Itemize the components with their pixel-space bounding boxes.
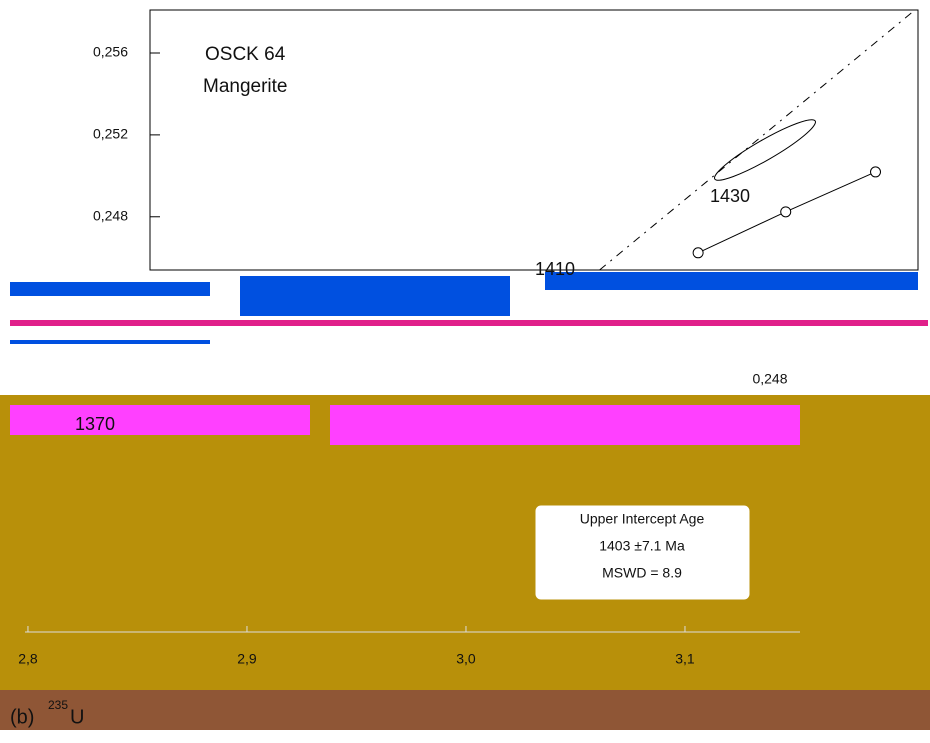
background-band (0, 690, 930, 730)
box-text: 1403 ±7.1 Ma (599, 538, 685, 554)
y-tick-label: 0,252 (93, 126, 128, 142)
age-label: 1410 (535, 259, 575, 279)
x-label: U (70, 706, 84, 728)
discordia-line (599, 9, 916, 271)
glitch (240, 276, 510, 316)
x-tick-label: 3,1 (675, 651, 695, 667)
x-tick-label: 2,9 (237, 651, 257, 667)
error-ellipse (714, 119, 816, 181)
x-label-sup: 235 (48, 698, 68, 712)
glitch (10, 282, 210, 296)
concordia-point (870, 166, 882, 178)
box-text: Upper Intercept Age (580, 511, 705, 527)
x-tick-label: 2,8 (18, 651, 38, 667)
chart-title: OSCK 64 (205, 44, 286, 65)
y-tick-label: 0,248 (93, 207, 128, 223)
x-tick-label: 3,0 (456, 651, 476, 667)
glitch (10, 320, 928, 326)
glitch (10, 340, 210, 344)
age-label: 1370 (75, 414, 115, 434)
box-text: MSWD = 8.9 (602, 565, 682, 581)
glitch (330, 405, 800, 445)
glitch (545, 272, 918, 290)
panel-label: (b) (10, 706, 34, 728)
plot-frame (149, 9, 919, 271)
y-tick-label: 0,256 (93, 44, 128, 60)
age-label: 1430 (710, 186, 750, 206)
concordia-point (692, 247, 704, 259)
info-box (534, 504, 751, 601)
chart-subtitle: Mangerite (203, 76, 288, 97)
glitch (10, 405, 310, 435)
y-tick-label: 0,248 (752, 371, 787, 387)
concordia-point (780, 206, 792, 218)
